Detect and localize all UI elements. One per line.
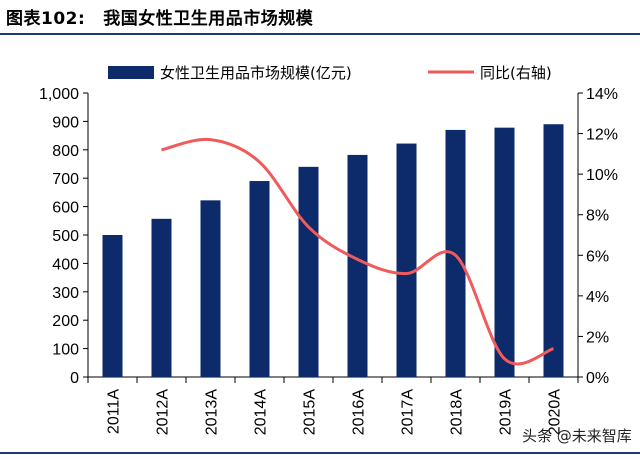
bar — [396, 143, 417, 377]
x-tick-label: 2014A — [253, 389, 270, 436]
x-tick-label: 2013A — [204, 389, 221, 436]
y-left-tick-label: 0 — [70, 370, 79, 387]
legend-bar-swatch — [108, 66, 154, 79]
y-left-tick-label: 700 — [52, 171, 79, 188]
bar — [494, 127, 515, 377]
bar — [543, 124, 564, 378]
y-right-tick-label: 6% — [586, 248, 609, 265]
x-tick-label: 2015A — [302, 389, 319, 436]
bar — [298, 166, 319, 377]
y-left-tick-label: 900 — [52, 114, 79, 131]
x-tick-label: 2018A — [449, 389, 466, 436]
x-tick-label: 2012A — [155, 389, 172, 436]
x-tick-label: 2016A — [351, 389, 368, 436]
bar — [102, 235, 123, 377]
bar — [151, 218, 172, 377]
y-left-tick-label: 300 — [52, 285, 79, 302]
y-right-tick-label: 12% — [586, 127, 618, 144]
legend-line-label: 同比(右轴) — [480, 64, 552, 82]
y-right-tick-label: 14% — [586, 86, 618, 103]
x-tick-label: 2019A — [498, 389, 515, 436]
legend-bar-label: 女性卫生用品市场规模(亿元) — [160, 64, 352, 82]
title-rule — [0, 33, 640, 35]
y-left-tick-label: 200 — [52, 313, 79, 330]
y-left-tick-label: 1,000 — [39, 86, 79, 103]
x-tick-label: 2017A — [400, 389, 417, 436]
x-tick-label: 2011A — [106, 389, 123, 434]
y-left-tick-label: 500 — [52, 228, 79, 245]
y-right-tick-label: 8% — [586, 208, 609, 225]
bar — [200, 200, 221, 377]
y-left-tick-label: 100 — [52, 342, 79, 359]
bar — [249, 181, 270, 377]
x-tick-label: 2020A — [547, 389, 564, 436]
bottom-rule — [0, 452, 640, 454]
y-left-tick-label: 400 — [52, 256, 79, 273]
growth-line — [161, 137, 555, 366]
y-right-tick-label: 0% — [586, 370, 609, 387]
y-right-tick-label: 10% — [586, 167, 618, 184]
y-right-tick-label: 2% — [586, 329, 609, 346]
watermark: 头条 @未来智库 — [522, 427, 632, 445]
y-right-tick-label: 4% — [586, 289, 609, 306]
figure-title-text: 我国女性卫生用品市场规模 — [103, 9, 314, 29]
bar — [347, 154, 368, 377]
y-left-tick-label: 800 — [52, 143, 79, 160]
y-left-tick-label: 600 — [52, 200, 79, 217]
figure-label: 图表102: — [6, 9, 86, 29]
figure-title: 图表102: 我国女性卫生用品市场规模 — [6, 4, 313, 29]
